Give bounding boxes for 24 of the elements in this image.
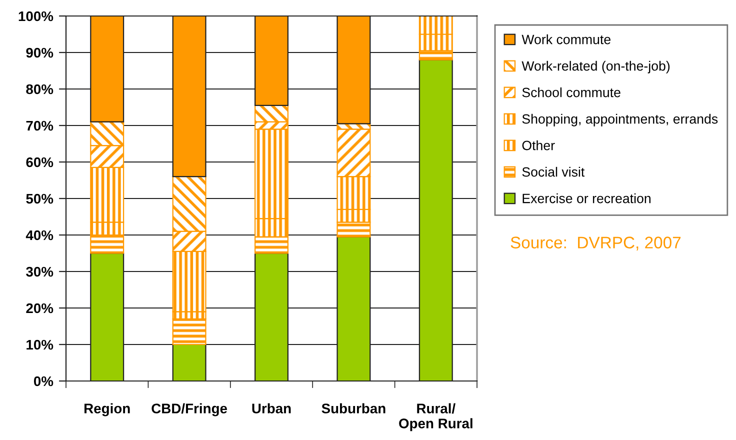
y-tick-label: 50% <box>26 194 54 204</box>
x-tick-label: CBD/Fringe <box>152 403 228 416</box>
y-tick-label: 20% <box>26 303 54 314</box>
legend-label: Work-related (on-the-job) <box>522 60 670 74</box>
y-tick-label: 40% <box>26 230 54 240</box>
x-tick-label: Rural/ Open Rural <box>399 403 472 432</box>
legend-label: Other <box>522 140 555 150</box>
y-tick-label: 30% <box>26 266 54 277</box>
y-tick-label: 100% <box>18 11 54 22</box>
legend-label: Work commute <box>522 34 610 44</box>
y-tick-label: 0% <box>34 376 54 386</box>
legend-label: Shopping, appointments, errands <box>522 114 718 126</box>
y-tick-label: 90% <box>26 48 54 58</box>
y-tick-label: 70% <box>26 120 54 131</box>
source-note: Source: DVRPC, 2007 <box>510 236 681 250</box>
x-tick-label: Suburban <box>322 403 386 414</box>
y-tick-label: 60% <box>26 157 54 168</box>
y-tick-label: 10% <box>26 340 54 350</box>
legend-label: Exercise or recreation <box>522 193 650 204</box>
x-tick-label: Urban <box>252 403 291 414</box>
legend-label: Social visit <box>522 166 585 177</box>
x-tick-label: Region <box>84 403 130 416</box>
y-tick-label: 80% <box>26 84 54 94</box>
legend-label: School commute <box>522 87 620 98</box>
